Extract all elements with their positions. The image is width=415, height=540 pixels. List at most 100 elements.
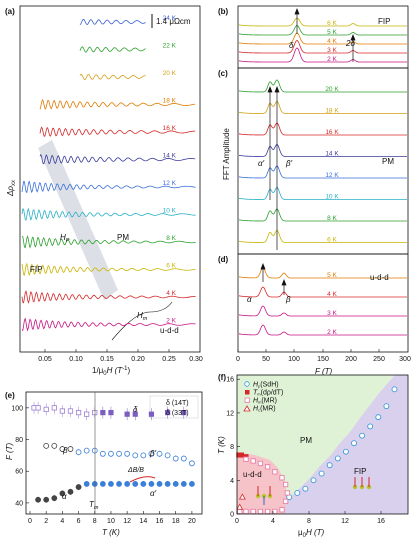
point-e [165,409,171,416]
point-e [43,442,50,449]
trace-a [39,98,196,110]
xtick-e: 20 [188,518,196,525]
panel-d-label: (d) [218,255,229,264]
trace-a [39,153,196,165]
xtick-d: 0 [236,356,240,363]
xtick-d: 300 [399,356,411,363]
hm-label: Hm [137,311,148,322]
xtick-a: 0.15 [100,356,114,363]
peak-arrows [260,8,356,295]
panel-b-label: (b) [218,7,229,16]
point-e [108,480,114,487]
fft-trace [238,144,407,157]
xtick-d: 200 [345,356,357,363]
region-pm-a: PM [117,233,129,242]
trace-a [79,18,146,26]
point-f-tm [236,452,242,458]
label-beta-prime-e: β′ [149,449,157,458]
point-e [59,490,66,497]
point-f-hp [383,403,390,410]
point-e [59,408,65,414]
spin-icon-udd [255,486,273,505]
xtick-a: 0.05 [38,356,52,363]
ytick-f: 8 [230,444,234,451]
scalebar-label: 1.4 μΩcm [156,17,191,26]
hp-label: HP [60,233,70,244]
ylabel-f: T (K) [217,436,226,454]
trace-a-temp: 22 K [163,43,177,50]
panel-e: (e) δ (14T) δ (33T) δ β α β′ α′ ΔB/B Tm … [5,391,203,537]
point-f-hm [279,507,285,513]
legend-f-item: Tm(dρ/dT) [253,390,283,397]
fft-trace-temp: 3 K [327,47,337,54]
trace-a [21,207,196,221]
ytick-e: 60 [15,469,23,476]
beta-prime-label: β′ [285,159,293,168]
point-f-hp [367,423,374,430]
fft-trace-temp: 12 K [325,172,339,179]
spin-icon-fip [352,477,372,490]
fft-trace [238,32,407,45]
fft-trace-temp: 6 K [327,20,337,27]
legend-f: Hp(SdH) Tm(dρ/dT) Hm(MR) Hc(MR) [243,381,283,413]
ytick-f: 12 [226,410,234,417]
trace-a [21,317,196,332]
fft-trace [238,230,407,243]
traces-a: 24 K 22 K 20 K 18 K 16 K 14 K 12 K 10 K 8 K 6 K 4 … [21,15,196,332]
point-f-hm [250,508,256,515]
point-e [124,480,131,487]
point-e [43,496,50,503]
fft-trace [238,40,407,54]
legend-f-item: Hm(MR) [253,398,277,405]
panel-bcd: 6 K 5 K 4 K 3 K 2 K 20 K 18 K 16 K 14 K 12 K 10 K 8… [218,5,411,376]
point-f-hm [257,508,264,515]
point-e [75,449,82,456]
point-e [67,408,74,414]
trace-a [21,262,196,277]
hm-curve [111,301,173,341]
point-e [84,411,90,417]
point-e [67,446,74,452]
ylabel-fft: FFT Amplitude [222,128,231,180]
fft-trace-temp: 4 K [327,291,337,298]
point-e [108,409,114,416]
trace-a-temp: 4 K [166,290,176,297]
xtick-a: 0.25 [162,356,176,363]
point-f-tm [239,452,244,458]
xtick-f: 0 [235,518,239,525]
trace-a-temp: 14 K [163,153,177,160]
xtick-e: 0 [28,518,32,525]
point-e [83,480,90,487]
trace-a [21,180,196,194]
label-delta-e: δ [133,405,138,414]
xtick-e: 2 [44,518,48,525]
point-e [132,480,139,487]
trace-a-temp: 8 K [166,235,176,242]
trace-a-temp: 6 K [166,263,176,270]
xtick-e: 12 [123,518,131,525]
point-e [148,411,155,417]
point-e [164,480,171,487]
point-f-hm [264,464,271,470]
point-e [59,446,66,452]
panel-a: 24 K 22 K 20 K 18 K 16 K 14 K 12 K 10 K 8 K 6 K 4 … [5,5,203,377]
point-e [132,452,139,459]
xtick-f: 4 [271,518,275,525]
region-udd-label-f: u-d-d [243,470,262,479]
hp-band [38,140,118,300]
fft-trace-temp: 20 K [325,86,339,93]
xtick-e: 16 [156,518,164,525]
point-e [181,409,187,416]
delta-bb-curve [129,476,156,483]
point-f-hp [359,432,366,439]
point-f-hm [264,508,271,515]
ticks-f: 0 4 8 12 16 0 4 8 12 16 [226,377,385,525]
legend-e-2: δ (33T) [166,410,189,417]
fft-trace-temp: 10 K [325,194,339,201]
xtick-a: 0.30 [189,356,203,363]
region-fip-label-f: FIP [354,467,366,476]
fft-trace-temp: 5 K [327,29,337,36]
point-f-hp [375,414,382,421]
label-beta-e: β [62,446,68,455]
